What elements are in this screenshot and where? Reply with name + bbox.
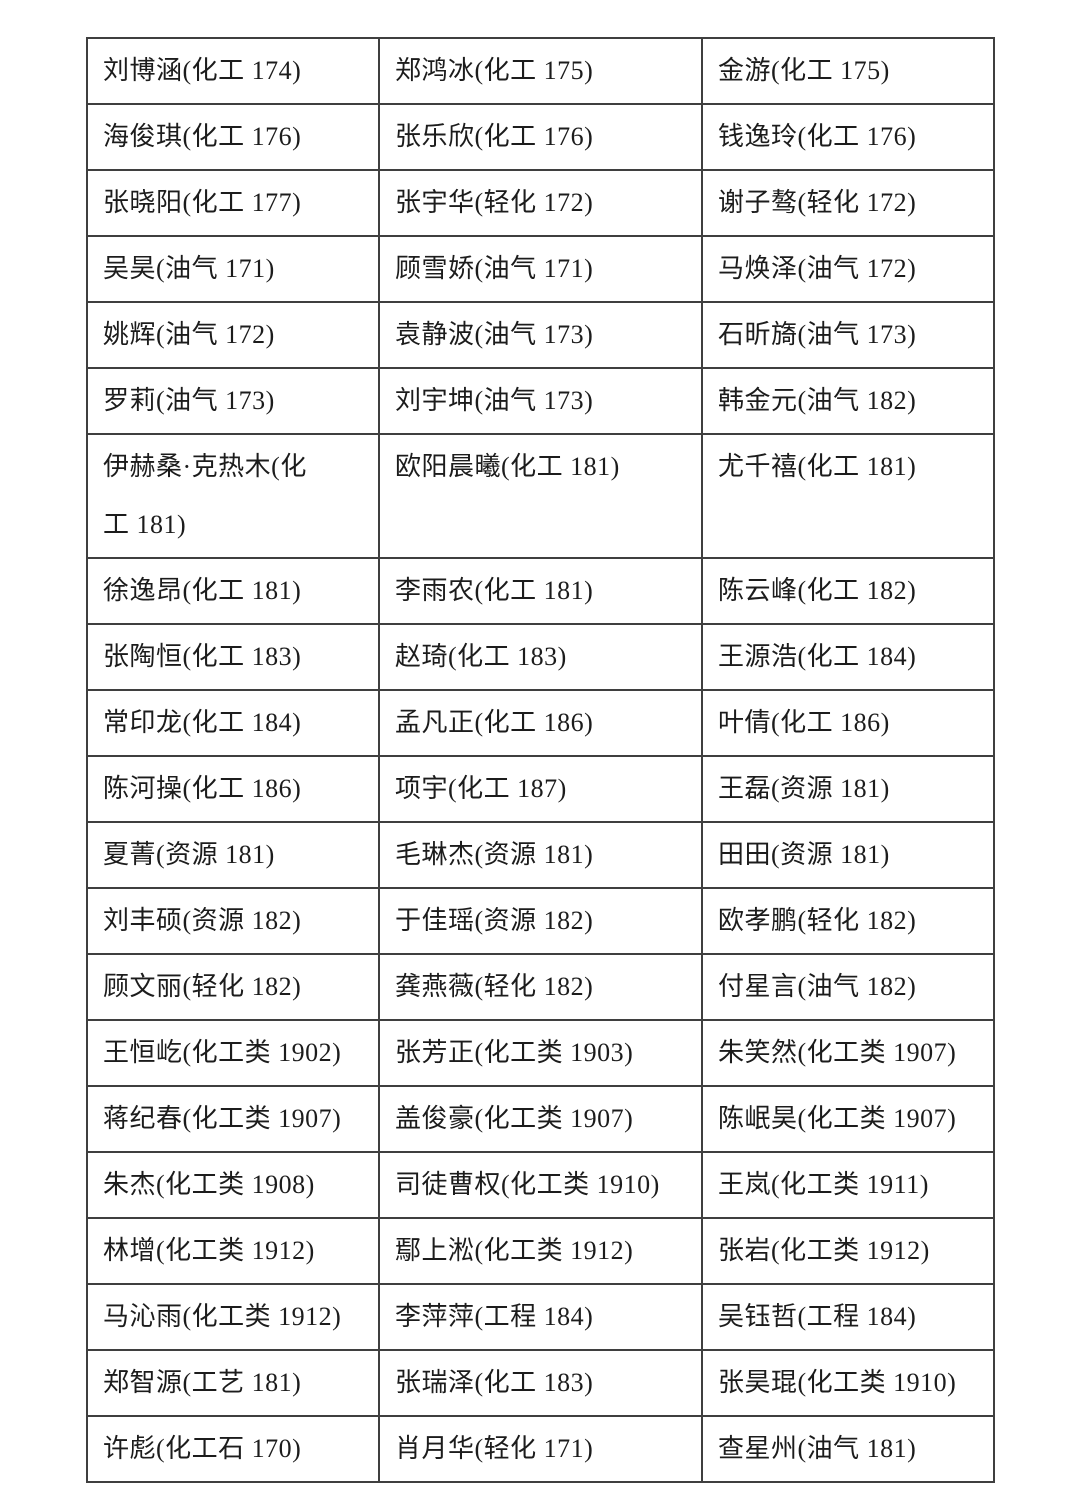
table-cell: 金游(化工 175) xyxy=(701,37,995,105)
roster-table-container: 刘博涵(化工 174) 郑鸿冰(化工 175) 金游(化工 175) 海俊琪(化工 1… xyxy=(86,37,995,1483)
table-cell: 海俊琪(化工 176) xyxy=(86,103,380,171)
table-cell: 盖俊豪(化工类 1907) xyxy=(378,1085,703,1153)
table-row: 徐逸昂(化工 181) 李雨农(化工 181) 陈云峰(化工 182) xyxy=(86,557,995,625)
table-cell: 蒋纪春(化工类 1907) xyxy=(86,1085,380,1153)
table-cell: 王磊(资源 181) xyxy=(701,755,995,823)
table-cell: 顾雪娇(油气 171) xyxy=(378,235,703,303)
table-cell: 查星州(油气 181) xyxy=(701,1415,995,1483)
table-cell: 常印龙(化工 184) xyxy=(86,689,380,757)
table-cell: 尤千禧(化工 181) xyxy=(701,433,995,559)
table-cell: 毛琳杰(资源 181) xyxy=(378,821,703,889)
table-row: 姚辉(油气 172) 袁静波(油气 173) 石昕旖(油气 173) xyxy=(86,301,995,369)
table-cell: 陈岷昊(化工类 1907) xyxy=(701,1085,995,1153)
table-cell: 王恒屹(化工类 1902) xyxy=(86,1019,380,1087)
table-row: 王恒屹(化工类 1902) 张芳正(化工类 1903) 朱笑然(化工类 1907) xyxy=(86,1019,995,1087)
table-cell: 叶倩(化工 186) xyxy=(701,689,995,757)
table-row: 朱杰(化工类 1908) 司徒曹权(化工类 1910) 王岚(化工类 1911) xyxy=(86,1151,995,1219)
table-cell: 韩金元(油气 182) xyxy=(701,367,995,435)
table-cell: 石昕旖(油气 173) xyxy=(701,301,995,369)
table-cell: 罗莉(油气 173) xyxy=(86,367,380,435)
table-row: 蒋纪春(化工类 1907) 盖俊豪(化工类 1907) 陈岷昊(化工类 1907) xyxy=(86,1085,995,1153)
table-cell: 马焕泽(油气 172) xyxy=(701,235,995,303)
table-cell: 田田(资源 181) xyxy=(701,821,995,889)
table-cell: 张瑞泽(化工 183) xyxy=(378,1349,703,1417)
table-cell: 肖月华(轻化 171) xyxy=(378,1415,703,1483)
table-row: 郑智源(工艺 181) 张瑞泽(化工 183) 张昊琨(化工类 1910) xyxy=(86,1349,995,1417)
table-cell: 鄢上淞(化工类 1912) xyxy=(378,1217,703,1285)
table-cell: 龚燕薇(轻化 182) xyxy=(378,953,703,1021)
roster-table-body: 刘博涵(化工 174) 郑鸿冰(化工 175) 金游(化工 175) 海俊琪(化工 1… xyxy=(86,37,995,1483)
table-row: 林增(化工类 1912) 鄢上淞(化工类 1912) 张岩(化工类 1912) xyxy=(86,1217,995,1285)
table-row: 刘博涵(化工 174) 郑鸿冰(化工 175) 金游(化工 175) xyxy=(86,37,995,105)
table-cell: 张昊琨(化工类 1910) xyxy=(701,1349,995,1417)
table-cell: 林增(化工类 1912) xyxy=(86,1217,380,1285)
table-cell: 王岚(化工类 1911) xyxy=(701,1151,995,1219)
table-cell: 欧阳晨曦(化工 181) xyxy=(378,433,703,559)
table-cell: 刘博涵(化工 174) xyxy=(86,37,380,105)
table-cell: 吴昊(油气 171) xyxy=(86,235,380,303)
table-cell: 许彪(化工石 170) xyxy=(86,1415,380,1483)
table-cell: 赵琦(化工 183) xyxy=(378,623,703,691)
table-cell: 郑智源(工艺 181) xyxy=(86,1349,380,1417)
table-cell: 陈云峰(化工 182) xyxy=(701,557,995,625)
table-row: 刘丰硕(资源 182) 于佳瑶(资源 182) 欧孝鹏(轻化 182) xyxy=(86,887,995,955)
table-cell: 张芳正(化工类 1903) xyxy=(378,1019,703,1087)
table-cell: 朱笑然(化工类 1907) xyxy=(701,1019,995,1087)
table-row: 夏菁(资源 181) 毛琳杰(资源 181) 田田(资源 181) xyxy=(86,821,995,889)
student-roster-table: 刘博涵(化工 174) 郑鸿冰(化工 175) 金游(化工 175) 海俊琪(化工 1… xyxy=(86,37,995,1483)
table-cell: 伊赫桑·克热木(化 工 181) xyxy=(86,433,380,559)
table-cell: 张宇华(轻化 172) xyxy=(378,169,703,237)
table-row: 吴昊(油气 171) 顾雪娇(油气 171) 马焕泽(油气 172) xyxy=(86,235,995,303)
table-cell: 陈河操(化工 186) xyxy=(86,755,380,823)
table-cell: 谢子骜(轻化 172) xyxy=(701,169,995,237)
table-cell: 钱逸玲(化工 176) xyxy=(701,103,995,171)
table-row: 许彪(化工石 170) 肖月华(轻化 171) 查星州(油气 181) xyxy=(86,1415,995,1483)
table-cell: 李萍萍(工程 184) xyxy=(378,1283,703,1351)
table-cell: 郑鸿冰(化工 175) xyxy=(378,37,703,105)
table-cell: 姚辉(油气 172) xyxy=(86,301,380,369)
table-cell: 王源浩(化工 184) xyxy=(701,623,995,691)
table-cell: 刘丰硕(资源 182) xyxy=(86,887,380,955)
table-cell: 张岩(化工类 1912) xyxy=(701,1217,995,1285)
table-cell: 张晓阳(化工 177) xyxy=(86,169,380,237)
table-cell: 孟凡正(化工 186) xyxy=(378,689,703,757)
table-cell: 项宇(化工 187) xyxy=(378,755,703,823)
table-cell: 徐逸昂(化工 181) xyxy=(86,557,380,625)
table-cell: 李雨农(化工 181) xyxy=(378,557,703,625)
table-cell: 顾文丽(轻化 182) xyxy=(86,953,380,1021)
table-cell: 司徒曹权(化工类 1910) xyxy=(378,1151,703,1219)
table-row: 罗莉(油气 173) 刘宇坤(油气 173) 韩金元(油气 182) xyxy=(86,367,995,435)
table-cell: 张乐欣(化工 176) xyxy=(378,103,703,171)
table-row: 海俊琪(化工 176) 张乐欣(化工 176) 钱逸玲(化工 176) xyxy=(86,103,995,171)
table-cell: 欧孝鹏(轻化 182) xyxy=(701,887,995,955)
table-cell: 马沁雨(化工类 1912) xyxy=(86,1283,380,1351)
table-cell: 于佳瑶(资源 182) xyxy=(378,887,703,955)
table-cell: 袁静波(油气 173) xyxy=(378,301,703,369)
table-row: 陈河操(化工 186) 项宇(化工 187) 王磊(资源 181) xyxy=(86,755,995,823)
table-cell: 夏菁(资源 181) xyxy=(86,821,380,889)
table-row: 马沁雨(化工类 1912) 李萍萍(工程 184) 吴钰哲(工程 184) xyxy=(86,1283,995,1351)
table-row: 张陶恒(化工 183) 赵琦(化工 183) 王源浩(化工 184) xyxy=(86,623,995,691)
table-cell: 张陶恒(化工 183) xyxy=(86,623,380,691)
table-row: 常印龙(化工 184) 孟凡正(化工 186) 叶倩(化工 186) xyxy=(86,689,995,757)
table-cell: 朱杰(化工类 1908) xyxy=(86,1151,380,1219)
table-cell: 付星言(油气 182) xyxy=(701,953,995,1021)
table-cell: 吴钰哲(工程 184) xyxy=(701,1283,995,1351)
table-row: 伊赫桑·克热木(化 工 181) 欧阳晨曦(化工 181) 尤千禧(化工 181) xyxy=(86,433,995,559)
table-row: 张晓阳(化工 177) 张宇华(轻化 172) 谢子骜(轻化 172) xyxy=(86,169,995,237)
table-cell: 刘宇坤(油气 173) xyxy=(378,367,703,435)
table-row: 顾文丽(轻化 182) 龚燕薇(轻化 182) 付星言(油气 182) xyxy=(86,953,995,1021)
